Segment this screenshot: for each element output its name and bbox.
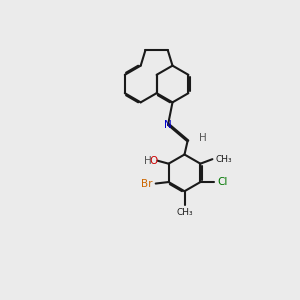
Text: Br: Br bbox=[141, 178, 152, 188]
Text: O: O bbox=[149, 156, 158, 166]
Text: H: H bbox=[144, 156, 152, 166]
Text: H: H bbox=[200, 134, 207, 143]
Text: Cl: Cl bbox=[217, 177, 227, 187]
Text: CH₃: CH₃ bbox=[215, 155, 232, 164]
Text: N: N bbox=[164, 120, 172, 130]
Text: CH₃: CH₃ bbox=[176, 208, 193, 217]
